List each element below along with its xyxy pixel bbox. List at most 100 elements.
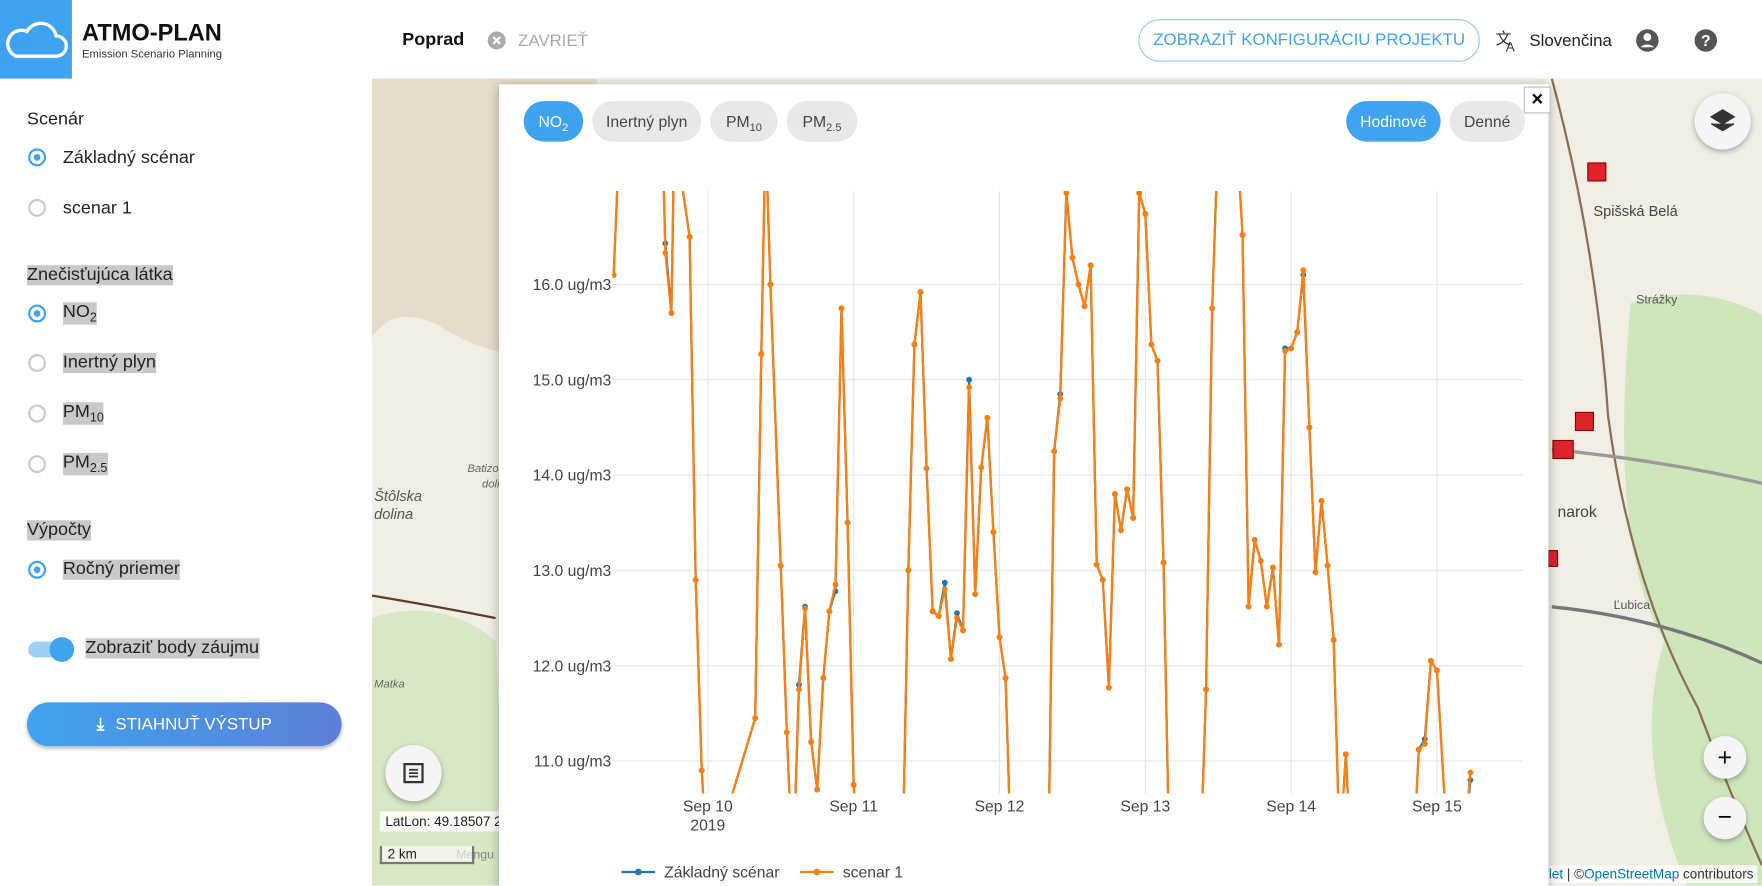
data-point (905, 567, 912, 574)
data-point (966, 376, 973, 383)
data-point (1458, 872, 1464, 878)
radio[interactable] (28, 353, 47, 372)
data-point (802, 605, 808, 612)
pollutant-tab[interactable]: Inertný plyn (592, 101, 702, 142)
x-tick-label: Sep 11 (829, 798, 878, 815)
data-point (1410, 872, 1416, 878)
data-point (1087, 262, 1094, 269)
data-point (1276, 641, 1282, 648)
data-point (1427, 657, 1434, 664)
download-button[interactable]: ⤓ STIAHNUŤ VÝSTUP (26, 702, 342, 747)
y-tick-label: 16.0 ug/m3 (533, 277, 612, 294)
data-point (850, 781, 857, 788)
data-point (911, 341, 918, 348)
language[interactable]: Slovenčina (1529, 31, 1612, 51)
data-point (1318, 497, 1325, 504)
data-point (662, 250, 669, 256)
data-point (1300, 267, 1307, 274)
svg-text:?: ? (1701, 33, 1711, 50)
data-point (1160, 559, 1167, 566)
layers-button[interactable] (1694, 93, 1751, 150)
scenario-title: Scenár (26, 110, 84, 130)
pollutant-option[interactable]: Inertný plyn (62, 352, 156, 374)
pollutant-tab[interactable]: PM2.5 (786, 101, 858, 142)
data-point (832, 581, 839, 588)
list-button[interactable] (385, 745, 442, 802)
zoom-in[interactable]: + (1703, 736, 1747, 779)
close-icon[interactable] (487, 30, 507, 50)
data-point (1342, 751, 1349, 758)
data-point (1294, 329, 1301, 336)
pollutant-tab[interactable]: NO2 (523, 101, 584, 142)
radio[interactable] (28, 198, 47, 217)
data-point (1063, 191, 1070, 196)
pollutant-option[interactable]: PM2.5 (62, 452, 108, 476)
data-point (1421, 740, 1428, 747)
pollutant-title: Znečisťujúca látka (26, 265, 173, 286)
pollutant-option[interactable]: PM10 (62, 402, 104, 425)
radio[interactable] (28, 455, 47, 474)
help-icon[interactable]: ? (1693, 28, 1718, 53)
logo[interactable] (0, 0, 72, 79)
data-point (1142, 210, 1149, 217)
data-point (1154, 357, 1161, 364)
svg-text:A: A (1506, 40, 1515, 53)
data-point (996, 634, 1003, 640)
data-point (752, 715, 759, 721)
download-icon: ⤓ (96, 714, 105, 734)
radio[interactable] (28, 148, 47, 167)
data-point (1446, 872, 1452, 878)
radio[interactable] (28, 404, 47, 423)
header: ATMO-PLAN Emission Scenario Planning Pop… (0, 0, 1762, 80)
time-tab[interactable]: Denné (1449, 101, 1525, 142)
account-icon[interactable] (1635, 28, 1660, 53)
data-point (1093, 561, 1100, 568)
data-point (954, 610, 960, 617)
zoom-out[interactable]: − (1703, 796, 1747, 840)
x-tick-label: Sep 15 (1412, 798, 1462, 815)
radio[interactable] (28, 304, 47, 323)
legend-label: Základný scénar (664, 865, 779, 882)
label: PM (62, 452, 90, 472)
data-point (767, 281, 774, 288)
series-line (612, 191, 1472, 794)
data-point (917, 289, 924, 295)
popup-close[interactable]: × (1523, 86, 1551, 114)
data-point (1434, 667, 1440, 674)
data-point (1288, 345, 1295, 352)
subscript: 10 (749, 122, 762, 135)
data-point (796, 686, 802, 693)
x-year-label: 2019 (690, 817, 725, 834)
data-point (1197, 872, 1203, 878)
data-point (1167, 872, 1173, 878)
data-point (1081, 303, 1088, 310)
pollutant-option[interactable]: NO2 (62, 302, 97, 325)
scenario-option[interactable]: scenar 1 (62, 198, 132, 219)
toggle-knob[interactable] (49, 637, 75, 662)
time-tab[interactable]: Hodinové (1346, 101, 1441, 142)
subscript: 10 (89, 411, 104, 425)
config-button[interactable]: ZOBRAZIŤ KONFIGURÁCIU PROJEKTU (1138, 19, 1480, 62)
translate-icon[interactable]: 文A (1495, 28, 1520, 53)
radio[interactable] (28, 560, 47, 579)
data-point (668, 310, 675, 316)
sidebar: Scenár Základný scénar scenar 1 Znečisťu… (0, 78, 374, 886)
data-point (1349, 872, 1355, 878)
data-point (1458, 872, 1464, 878)
calculations-title: Výpočty (26, 520, 91, 541)
label: PM (802, 112, 827, 131)
data-point (1203, 686, 1209, 693)
link[interactable]: OpenStreetMap (1584, 866, 1680, 883)
data-point (1124, 486, 1131, 493)
map-label: Štôlska (374, 488, 422, 505)
calculation-option[interactable]: Ročný priemer (62, 559, 180, 580)
pollutant-tab[interactable]: PM10 (710, 101, 778, 142)
scenario-option[interactable]: Základný scénar (62, 148, 195, 168)
data-point (1337, 849, 1343, 855)
y-tick-label: 15.0 ug/m3 (533, 372, 612, 389)
toggle-label: Zobraziť body záujmu (85, 638, 260, 659)
close-button[interactable]: ZAVRIEŤ (518, 31, 588, 51)
data-point (1410, 872, 1416, 878)
plot-area (612, 191, 1474, 878)
data-point (1245, 603, 1252, 610)
